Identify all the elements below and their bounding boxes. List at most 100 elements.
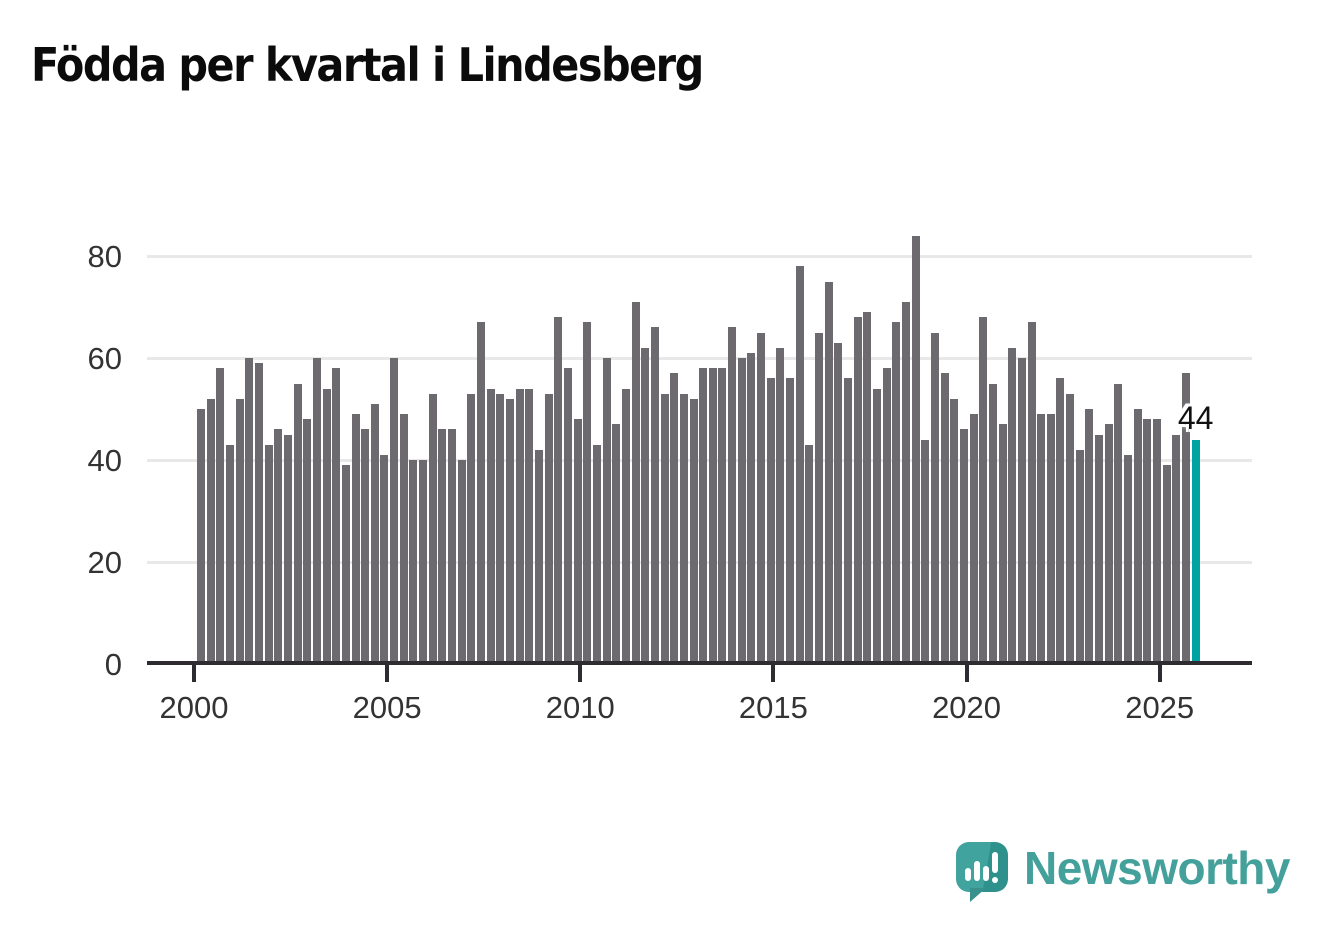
bar xyxy=(1133,409,1142,664)
bar xyxy=(283,434,292,664)
bar xyxy=(1027,322,1036,664)
y-axis-label: 60 xyxy=(87,341,122,376)
logo-bubble-tail xyxy=(970,888,987,902)
bar xyxy=(1162,465,1171,664)
bar xyxy=(1017,358,1026,664)
bar xyxy=(351,414,360,664)
bar xyxy=(216,368,225,664)
logo-bubble-shape xyxy=(956,842,1009,892)
bar xyxy=(863,312,872,664)
bar xyxy=(708,368,717,664)
bar xyxy=(805,444,814,664)
x-axis-tick xyxy=(192,665,196,682)
bar xyxy=(225,444,234,664)
bar xyxy=(544,393,553,664)
logo-bar-glyph-1 xyxy=(965,868,972,881)
bar xyxy=(448,429,457,664)
bar xyxy=(631,301,640,664)
bar xyxy=(370,403,379,664)
bar xyxy=(728,327,737,664)
bar xyxy=(670,373,679,664)
x-axis-tick xyxy=(578,665,583,682)
bar xyxy=(901,301,910,664)
bar xyxy=(757,332,766,664)
bar xyxy=(969,414,978,664)
bar xyxy=(515,388,524,664)
bar xyxy=(1008,347,1017,664)
bar xyxy=(737,358,746,664)
bar xyxy=(1095,434,1104,664)
bar xyxy=(312,358,321,664)
bar xyxy=(496,393,505,664)
bar xyxy=(486,388,495,664)
newsworthy-logo: Newsworthy xyxy=(956,840,1290,902)
bar xyxy=(834,342,843,664)
bar xyxy=(592,444,601,664)
bar xyxy=(815,332,824,664)
gridline xyxy=(147,357,1252,360)
bar xyxy=(641,347,650,664)
bar xyxy=(747,352,756,664)
bar xyxy=(998,424,1007,664)
x-axis-tick xyxy=(1157,665,1162,682)
bar xyxy=(303,419,312,664)
bar xyxy=(940,373,949,664)
bar xyxy=(1182,373,1190,664)
x-axis-label: 2000 xyxy=(159,690,229,725)
bar xyxy=(621,388,630,664)
bar xyxy=(332,368,341,664)
bar xyxy=(254,363,263,664)
bar xyxy=(428,393,437,664)
bar xyxy=(1075,449,1084,664)
bar xyxy=(853,317,862,664)
bar xyxy=(583,322,592,664)
bar xyxy=(660,393,669,664)
y-axis-label: 0 xyxy=(104,647,122,682)
bar xyxy=(197,409,205,664)
x-axis-line xyxy=(147,661,1252,665)
bar xyxy=(1056,378,1065,664)
bar xyxy=(399,414,408,664)
bar xyxy=(206,398,215,664)
logo-text: Newsworthy xyxy=(1024,842,1290,894)
x-axis-label: 2020 xyxy=(932,690,1002,725)
x-axis-label: 2005 xyxy=(352,690,422,725)
bar xyxy=(718,368,727,664)
bar xyxy=(786,378,795,664)
logo-exclamation-bar xyxy=(992,852,999,873)
bar xyxy=(795,266,804,664)
newsworthy-chart-bubble-icon xyxy=(956,840,1009,902)
bar xyxy=(563,368,572,664)
bar xyxy=(438,429,447,664)
chart-title: Födda per kvartal i Lindesberg xyxy=(31,38,704,92)
x-axis-tick xyxy=(964,665,969,682)
x-axis-tick xyxy=(385,665,390,682)
bar xyxy=(525,388,534,664)
bar xyxy=(264,444,273,664)
bar xyxy=(467,393,476,664)
bar xyxy=(1037,414,1046,664)
bar xyxy=(1153,419,1162,664)
bar xyxy=(1124,454,1133,664)
bar xyxy=(776,347,785,664)
bar xyxy=(235,398,244,664)
bar xyxy=(872,388,881,664)
bar xyxy=(699,368,708,664)
bar xyxy=(892,322,901,664)
bar xyxy=(554,317,563,664)
value-annotation: 44 xyxy=(1177,399,1214,436)
bar xyxy=(1104,424,1113,664)
bar xyxy=(1085,409,1094,664)
bar xyxy=(457,460,466,664)
bar xyxy=(650,327,659,664)
bar xyxy=(689,398,698,664)
bar xyxy=(950,398,959,664)
bar xyxy=(602,358,611,664)
bar xyxy=(1143,419,1152,664)
x-axis-label: 2015 xyxy=(738,690,808,725)
highlight-bar xyxy=(1191,439,1200,664)
bar xyxy=(1172,434,1181,664)
bar xyxy=(979,317,988,664)
bar xyxy=(245,358,254,664)
